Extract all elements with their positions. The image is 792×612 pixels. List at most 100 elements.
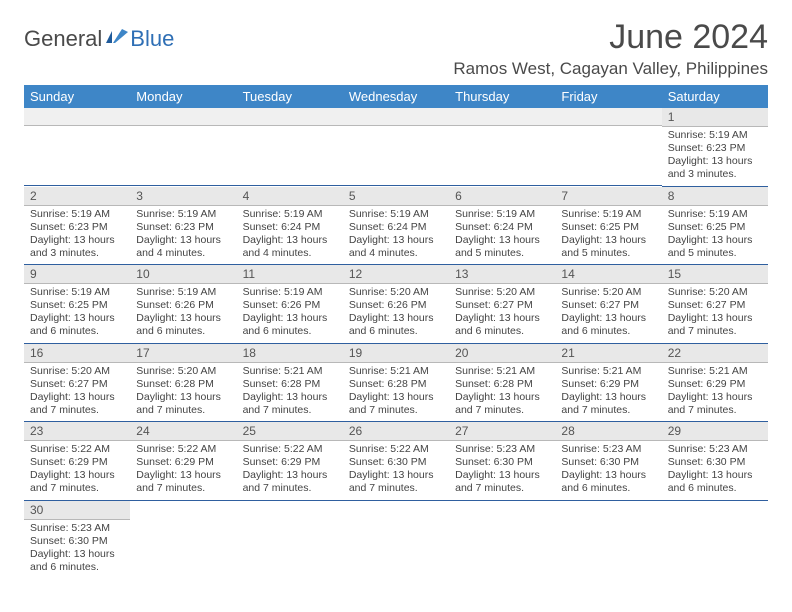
calendar-cell: 29Sunrise: 5:23 AMSunset: 6:30 PMDayligh… — [662, 422, 768, 501]
header-row: Sunday Monday Tuesday Wednesday Thursday… — [24, 85, 768, 108]
calendar-cell: 24Sunrise: 5:22 AMSunset: 6:29 PMDayligh… — [130, 422, 236, 501]
sunrise-line: Sunrise: 5:22 AM — [349, 443, 443, 456]
sunrise-line: Sunrise: 5:19 AM — [668, 129, 762, 142]
sunset-line: Sunset: 6:27 PM — [455, 299, 549, 312]
logo-flag-icon — [106, 29, 128, 50]
daylight-line: Daylight: 13 hours and 6 minutes. — [243, 312, 337, 338]
logo: General Blue — [24, 18, 174, 52]
sunrise-line: Sunrise: 5:21 AM — [243, 365, 337, 378]
daylight-line: Daylight: 13 hours and 5 minutes. — [455, 234, 549, 260]
day-number: 23 — [24, 422, 130, 441]
day-details: Sunrise: 5:19 AMSunset: 6:26 PMDaylight:… — [130, 284, 236, 344]
daylight-line: Daylight: 13 hours and 4 minutes. — [136, 234, 230, 260]
day-details: Sunrise: 5:21 AMSunset: 6:28 PMDaylight:… — [343, 363, 449, 423]
calendar-cell: 7Sunrise: 5:19 AMSunset: 6:25 PMDaylight… — [555, 187, 661, 266]
daylight-line: Daylight: 13 hours and 4 minutes. — [349, 234, 443, 260]
calendar-cell: 19Sunrise: 5:21 AMSunset: 6:28 PMDayligh… — [343, 344, 449, 423]
sunrise-line: Sunrise: 5:23 AM — [30, 522, 124, 535]
day-details: Sunrise: 5:19 AMSunset: 6:24 PMDaylight:… — [449, 206, 555, 266]
sunrise-line: Sunrise: 5:19 AM — [243, 286, 337, 299]
empty-cell-body — [130, 126, 236, 186]
calendar-cell: 30Sunrise: 5:23 AMSunset: 6:30 PMDayligh… — [24, 501, 130, 579]
sunset-line: Sunset: 6:25 PM — [30, 299, 124, 312]
day-details: Sunrise: 5:20 AMSunset: 6:27 PMDaylight:… — [449, 284, 555, 344]
sunrise-line: Sunrise: 5:21 AM — [455, 365, 549, 378]
day-number: 3 — [130, 187, 236, 206]
sunrise-line: Sunrise: 5:20 AM — [561, 286, 655, 299]
day-number: 1 — [662, 108, 768, 127]
empty-cell-body — [449, 126, 555, 186]
calendar-row: 1Sunrise: 5:19 AMSunset: 6:23 PMDaylight… — [24, 108, 768, 187]
empty-day-bar — [24, 108, 130, 126]
day-details: Sunrise: 5:22 AMSunset: 6:30 PMDaylight:… — [343, 441, 449, 501]
sunset-line: Sunset: 6:26 PM — [136, 299, 230, 312]
day-details: Sunrise: 5:21 AMSunset: 6:29 PMDaylight:… — [555, 363, 661, 423]
empty-day-bar — [130, 108, 236, 126]
daylight-line: Daylight: 13 hours and 7 minutes. — [30, 469, 124, 495]
day-number: 6 — [449, 187, 555, 206]
sunset-line: Sunset: 6:23 PM — [668, 142, 762, 155]
empty-cell-body — [555, 126, 661, 186]
empty-cell-body — [343, 126, 449, 186]
sunrise-line: Sunrise: 5:19 AM — [349, 208, 443, 221]
sunset-line: Sunset: 6:25 PM — [561, 221, 655, 234]
sunset-line: Sunset: 6:29 PM — [136, 456, 230, 469]
sunrise-line: Sunrise: 5:23 AM — [561, 443, 655, 456]
calendar-cell: 17Sunrise: 5:20 AMSunset: 6:28 PMDayligh… — [130, 344, 236, 423]
sunrise-line: Sunrise: 5:22 AM — [243, 443, 337, 456]
sunrise-line: Sunrise: 5:20 AM — [136, 365, 230, 378]
col-friday: Friday — [555, 85, 661, 108]
sunset-line: Sunset: 6:29 PM — [561, 378, 655, 391]
sunrise-line: Sunrise: 5:20 AM — [455, 286, 549, 299]
daylight-line: Daylight: 13 hours and 7 minutes. — [455, 469, 549, 495]
calendar-cell: 11Sunrise: 5:19 AMSunset: 6:26 PMDayligh… — [237, 265, 343, 344]
day-number: 5 — [343, 187, 449, 206]
calendar-cell — [449, 501, 555, 579]
sunrise-line: Sunrise: 5:19 AM — [30, 208, 124, 221]
sunrise-line: Sunrise: 5:19 AM — [136, 286, 230, 299]
calendar-row: 9Sunrise: 5:19 AMSunset: 6:25 PMDaylight… — [24, 265, 768, 344]
daylight-line: Daylight: 13 hours and 6 minutes. — [668, 469, 762, 495]
day-number: 13 — [449, 265, 555, 284]
calendar-cell — [343, 501, 449, 579]
empty-cell-body — [237, 126, 343, 186]
day-number: 21 — [555, 344, 661, 363]
sunrise-line: Sunrise: 5:23 AM — [455, 443, 549, 456]
daylight-line: Daylight: 13 hours and 7 minutes. — [243, 469, 337, 495]
day-number: 16 — [24, 344, 130, 363]
calendar-cell: 8Sunrise: 5:19 AMSunset: 6:25 PMDaylight… — [662, 187, 768, 266]
calendar-row: 23 Sunrise: 5:22 AM Sunset: 6:29 PM Dayligh… — [24, 422, 768, 501]
day-details: Sunrise: 5:19 AMSunset: 6:24 PMDaylight:… — [343, 206, 449, 266]
sunset-line: Sunset: 6:26 PM — [349, 299, 443, 312]
day-details: Sunrise: 5:19 AMSunset: 6:25 PMDaylight:… — [24, 284, 130, 344]
sunrise-line: Sunrise: 5:21 AM — [668, 365, 762, 378]
day-details: Sunrise: 5:20 AMSunset: 6:28 PMDaylight:… — [130, 363, 236, 423]
sunset-line: Sunset: 6:24 PM — [455, 221, 549, 234]
sunrise-line: Sunrise: 5:21 AM — [349, 365, 443, 378]
title-block: June 2024 Ramos West, Cagayan Valley, Ph… — [453, 18, 768, 79]
calendar-cell: 20Sunrise: 5:21 AMSunset: 6:28 PMDayligh… — [449, 344, 555, 423]
day-number: 8 — [662, 187, 768, 206]
day-number: 19 — [343, 344, 449, 363]
day-details: Sunrise: 5:20 AMSunset: 6:27 PMDaylight:… — [555, 284, 661, 344]
day-number: 30 — [24, 501, 130, 520]
calendar-cell — [130, 108, 236, 187]
calendar-cell: 18Sunrise: 5:21 AMSunset: 6:28 PMDayligh… — [237, 344, 343, 423]
daylight-line: Daylight: 13 hours and 5 minutes. — [561, 234, 655, 260]
calendar-row: 16Sunrise: 5:20 AMSunset: 6:27 PMDayligh… — [24, 344, 768, 423]
day-details: Sunrise: 5:23 AMSunset: 6:30 PMDaylight:… — [662, 441, 768, 501]
sunset-line: Sunset: 6:29 PM — [668, 378, 762, 391]
daylight-line: Daylight: 13 hours and 7 minutes. — [349, 469, 443, 495]
day-number: 18 — [237, 344, 343, 363]
calendar-table: Sunday Monday Tuesday Wednesday Thursday… — [24, 85, 768, 579]
sunset-line: Sunset: 6:23 PM — [136, 221, 230, 234]
day-details: Sunrise: 5:23 AMSunset: 6:30 PMDaylight:… — [24, 520, 130, 579]
sunrise-line: Sunrise: 5:19 AM — [136, 208, 230, 221]
sunrise-line: Sunrise: 5:22 AM — [30, 443, 124, 456]
calendar-cell: 1Sunrise: 5:19 AMSunset: 6:23 PMDaylight… — [662, 108, 768, 187]
empty-day-bar — [449, 108, 555, 126]
daylight-line: Daylight: 13 hours and 6 minutes. — [561, 312, 655, 338]
day-number: 22 — [662, 344, 768, 363]
calendar-cell: 13Sunrise: 5:20 AMSunset: 6:27 PMDayligh… — [449, 265, 555, 344]
day-number: 14 — [555, 265, 661, 284]
